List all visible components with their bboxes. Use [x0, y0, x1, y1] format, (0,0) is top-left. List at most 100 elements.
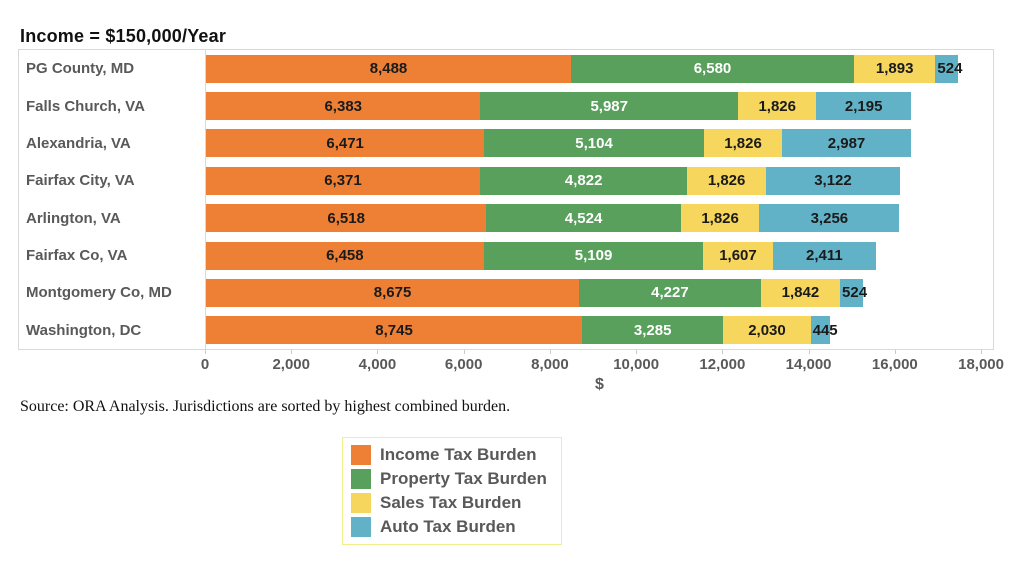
segment-value-label: 524 — [842, 284, 868, 302]
segment-value-label: 8,675 — [373, 284, 412, 302]
segment-value-label: 1,826 — [707, 172, 746, 190]
bar-segment-property-tax-burden: 6,580 — [571, 54, 854, 83]
category-label: Fairfax Co, VA — [26, 247, 128, 265]
segment-value-label: 1,826 — [724, 134, 762, 152]
stacked-bar: 6,471 5,104 1,826 2,987 — [206, 129, 911, 158]
bar-segment-property-tax-burden: 4,524 — [486, 204, 681, 233]
segment-value-label: 6,471 — [326, 134, 364, 152]
bar-segment-income-tax-burden: 8,675 — [206, 278, 580, 307]
category-axis: PG County, MD Falls Church, VA Alexandria,… — [19, 50, 205, 349]
bar-segment-sales-tax-burden: 1,842 — [760, 278, 841, 307]
x-tick-label: 12,000 — [699, 356, 746, 373]
legend-item-auto-tax-burden: Auto Tax Burden — [351, 515, 547, 539]
segment-value-label: 524 — [937, 60, 963, 78]
bar-row-fairfax-co-va: 6,458 5,109 1,607 2,411 — [206, 237, 993, 274]
x-tick-label: 10,000 — [613, 356, 660, 373]
stacked-bar: 6,383 5,987 1,826 2,195 — [206, 92, 911, 121]
x-tick-label: 14,000 — [785, 356, 832, 373]
bar-segment-auto-tax-burden: 2,987 — [782, 129, 911, 158]
category-label: Washington, DC — [26, 321, 142, 339]
segment-value-label: 6,458 — [326, 247, 364, 265]
bar-segment-sales-tax-burden: 1,607 — [703, 241, 773, 270]
x-tick-label: 2,000 — [272, 356, 310, 373]
segment-value-label: 445 — [812, 321, 838, 339]
bar-segment-sales-tax-burden: 1,826 — [687, 166, 766, 195]
category-label: Falls Church, VA — [26, 97, 145, 115]
segment-value-label: 5,104 — [575, 134, 613, 152]
bar-segment-auto-tax-burden: 524 — [840, 278, 867, 307]
x-tick-mark — [894, 350, 896, 354]
legend-item-sales-tax-burden: Sales Tax Burden — [351, 491, 547, 515]
x-tick-label: 18,000 — [958, 356, 1005, 373]
bar-segment-income-tax-burden: 6,471 — [206, 129, 485, 158]
chart-frame: PG County, MD Falls Church, VA Alexandria,… — [18, 49, 994, 350]
x-tick-mark — [808, 350, 810, 354]
stacked-bar: 8,488 6,580 1,893 524 — [206, 54, 962, 83]
legend-swatch-property-tax-burden — [351, 469, 371, 489]
segment-value-label: 8,745 — [375, 321, 413, 339]
segment-value-label: 3,256 — [810, 209, 849, 227]
bar-segment-sales-tax-burden: 2,030 — [723, 316, 811, 345]
category-label: Arlington, VA — [26, 209, 121, 227]
x-tick-mark — [722, 350, 724, 354]
legend-swatch-sales-tax-burden — [351, 493, 371, 513]
bar-segment-auto-tax-burden: 445 — [810, 316, 838, 345]
stacked-bar: 8,675 4,227 1,842 524 — [206, 278, 867, 307]
x-axis: $ 0 2,000 4,000 6,000 8,000 10,000 12,000 14,00… — [201, 350, 1004, 396]
segment-value-label: 1,893 — [875, 60, 914, 78]
bar-segment-income-tax-burden: 6,383 — [206, 92, 481, 121]
category-label: Alexandria, VA — [26, 134, 131, 152]
bar-segment-property-tax-burden: 5,104 — [484, 129, 704, 158]
segment-value-label: 4,822 — [564, 172, 603, 190]
bar-segment-auto-tax-burden: 2,411 — [772, 241, 877, 270]
plot-area: 8,488 6,580 1,893 524 6,383 5,987 1,826 2,195 6,… — [205, 50, 993, 349]
bar-segment-income-tax-burden: 6,371 — [206, 166, 480, 195]
x-tick-label: 4,000 — [358, 356, 397, 373]
legend-label: Auto Tax Burden — [380, 517, 516, 536]
segment-value-label: 6,518 — [327, 209, 365, 227]
x-tick-label: 16,000 — [871, 356, 918, 373]
x-tick-label: 8,000 — [531, 356, 569, 373]
legend-label: Property Tax Burden — [380, 469, 547, 488]
segment-value-label: 6,371 — [324, 172, 362, 190]
segment-value-label: 5,987 — [590, 97, 628, 115]
category-label: PG County, MD — [26, 60, 135, 78]
bar-segment-auto-tax-burden: 3,256 — [759, 204, 900, 233]
segment-value-label: 1,607 — [719, 247, 757, 265]
bar-segment-sales-tax-burden: 1,826 — [703, 129, 783, 158]
x-tick-mark — [636, 350, 638, 354]
segment-value-label: 2,987 — [827, 134, 866, 152]
stacked-bar: 6,518 4,524 1,826 3,256 — [206, 204, 900, 233]
x-axis-title: $ — [595, 376, 604, 393]
x-tick-label: 6,000 — [444, 356, 483, 373]
segment-value-label: 4,524 — [564, 209, 603, 227]
chart-title: Income = $150,000/Year — [20, 26, 227, 46]
bar-segment-property-tax-burden: 5,987 — [480, 92, 738, 121]
x-tick-mark — [981, 350, 983, 354]
bar-segment-sales-tax-burden: 1,893 — [853, 54, 936, 83]
legend-label: Income Tax Burden — [380, 445, 537, 464]
bar-row-falls-church-va: 6,383 5,987 1,826 2,195 — [206, 87, 993, 124]
segment-value-label: 1,842 — [781, 284, 820, 302]
bar-segment-income-tax-burden: 8,745 — [206, 316, 583, 345]
category-label: Fairfax City, VA — [26, 172, 135, 190]
bar-row-pg-county-md: 8,488 6,580 1,893 524 — [206, 50, 993, 87]
bar-segment-property-tax-burden: 5,109 — [483, 241, 704, 270]
segment-value-label: 2,030 — [748, 321, 786, 339]
x-tick-mark — [549, 350, 551, 354]
stacked-bar: 6,458 5,109 1,607 2,411 — [206, 241, 877, 270]
bar-segment-auto-tax-burden: 2,195 — [816, 92, 911, 121]
bar-segment-auto-tax-burden: 524 — [935, 54, 962, 83]
segment-value-label: 3,122 — [814, 172, 852, 190]
stacked-bar: 8,745 3,285 2,030 445 — [206, 316, 838, 345]
segment-value-label: 8,488 — [369, 60, 408, 78]
x-tick-mark — [463, 350, 465, 354]
legend-label: Sales Tax Burden — [380, 493, 522, 512]
bar-segment-income-tax-burden: 6,518 — [206, 204, 487, 233]
segment-value-label: 2,195 — [844, 97, 883, 115]
segment-value-label: 4,227 — [651, 284, 689, 302]
x-tick-mark — [291, 350, 293, 354]
category-label: Montgomery Co, MD — [26, 284, 172, 302]
source-note: Source: ORA Analysis. Jurisdictions are … — [20, 398, 511, 415]
